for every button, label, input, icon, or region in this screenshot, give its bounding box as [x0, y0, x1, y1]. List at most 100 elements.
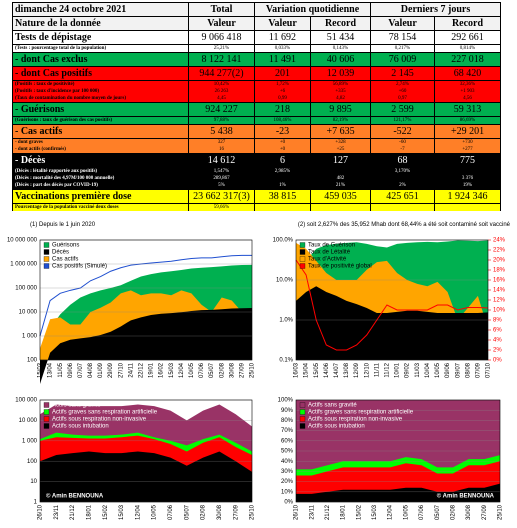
note-label: (Décès : part des décès par COVID-19) — [12, 182, 189, 190]
note-cell: -60 — [370, 138, 436, 146]
x-tick-label: 10/05 — [435, 362, 441, 378]
x-tick-label: 09/06 — [68, 362, 74, 378]
note-cell: 10,42% — [188, 80, 255, 88]
subheader-row: Nature de la donnée Valeur Valeur Record Val… — [12, 16, 502, 31]
y2-tick-label: 22% — [493, 248, 506, 254]
charts: 100 1 000 10 000 100 000 1 000 000 10 000 000… — [7, 238, 506, 520]
cell: 38 815 — [254, 189, 311, 204]
y-tick-label: 10% — [281, 489, 294, 495]
y2-tick-label: 6% — [493, 328, 502, 334]
legend-swatch — [299, 423, 306, 429]
legend-label: Cas positifs (Simulé) — [52, 264, 107, 270]
note-cell: 4,82 — [309, 95, 372, 103]
y-tick-label: 0% — [284, 500, 293, 506]
note-cell: 1,72% — [254, 80, 311, 88]
cell: 12 039 — [309, 66, 372, 81]
x-tick-label: 12/04 — [135, 504, 141, 520]
x-tick-label: 27/09 — [239, 362, 245, 378]
x-tick-label: 30/08 — [229, 362, 235, 378]
x-tick-label: 16/03 — [294, 362, 300, 378]
x-tick-label: 05/07 — [209, 362, 215, 378]
y-tick-label: 100 000 — [15, 398, 37, 404]
column-header: Valeur — [370, 16, 436, 31]
legend-swatch — [43, 263, 50, 269]
legend-label: Taux d'Activité — [308, 257, 347, 263]
note-row: (Décès : part des décès par COVID-19) 5% 1… — [12, 182, 502, 190]
cell: 11 491 — [254, 52, 311, 67]
row-label: - dont Cas positifs — [12, 66, 189, 81]
column-group: Variation quotidienne — [253, 2, 372, 17]
x-tick-label: 11/12 — [385, 362, 391, 377]
x-tick-label: 30/08 — [466, 504, 472, 520]
y-tick-label: 10 — [30, 479, 37, 485]
plot-frame — [295, 399, 501, 503]
cell: 5 438 — [188, 124, 255, 139]
x-tick-label: 23/11 — [309, 504, 315, 519]
x-tick-label: 05/07 — [435, 504, 441, 520]
column-header: Valeur — [254, 16, 311, 31]
note-label: Pourcentage de la population vacciné deu… — [12, 203, 189, 211]
note-cell: 0,217% — [370, 44, 436, 53]
note-cell: +25 — [309, 146, 372, 154]
cell: 924 227 — [188, 102, 255, 117]
legend-swatch — [299, 249, 306, 255]
y2-tick-label: 18% — [493, 268, 506, 274]
cell: 218 — [254, 102, 311, 117]
legend-swatch — [299, 242, 306, 248]
cell: -522 — [370, 124, 436, 139]
legend-swatch — [43, 256, 50, 262]
x-tick-label: 10/05 — [403, 504, 409, 520]
y-tick-label: 80% — [281, 418, 294, 424]
cell: 40 606 — [309, 52, 372, 67]
note-cell: +1 903 — [434, 88, 502, 95]
y-tick-label: 100% — [278, 398, 294, 404]
legend-label: Actifs sous respiration non-invasive — [52, 417, 147, 423]
x-tick-label: 14/07 — [334, 362, 340, 378]
x-tick-label: 12/10 — [364, 362, 370, 378]
column-header: Nature de la donnée — [12, 16, 189, 31]
legend-swatch — [43, 402, 50, 408]
note-cell: +60 — [370, 88, 436, 95]
x-tick-label: 29/09 — [108, 362, 114, 378]
cell: 227 018 — [434, 52, 502, 67]
note-label: - dont graves — [12, 138, 189, 146]
y-tick-label: 1 — [34, 500, 38, 506]
x-tick-label: 09/07 — [455, 362, 461, 378]
note-cell: 5% — [188, 182, 255, 190]
table-title: dimanche 24 octobre 2021 — [12, 2, 189, 17]
note-row: (Guérisons : taux de guérison des cas po… — [12, 116, 502, 125]
footnotes: (1) Depuis le 1 juin 2020 (2) soit 2,627… — [30, 222, 510, 228]
x-tick-label: 18/01 — [341, 504, 347, 520]
cell: 459 035 — [309, 189, 372, 204]
x-tick-label: 15/03 — [169, 362, 175, 378]
legend-label: Taux de Guérison — [308, 243, 355, 249]
y-tick-label: 100.0% — [273, 238, 294, 244]
x-tick-label: 13/04 — [48, 362, 54, 378]
note-row: (Taux de contamination du nombre moyen d… — [12, 95, 502, 103]
legend-label: Actifs sous intubation — [52, 424, 109, 430]
cell: -23 — [254, 124, 311, 139]
note-cell: 32,36% — [434, 80, 502, 88]
x-tick-label: 24/11 — [128, 362, 134, 377]
note-cell: 327 — [188, 138, 255, 146]
x-tick-label: 15/03 — [119, 504, 125, 520]
note-cell: 2,74% — [370, 80, 436, 88]
note-cell: 4,45 — [188, 95, 255, 103]
note-cell: 0,97 — [370, 95, 436, 103]
cell: 11 692 — [254, 30, 311, 45]
cell: 775 — [434, 153, 502, 168]
note-row: (Positifs : taux d'incidence par 100 000… — [12, 88, 502, 95]
legend-label: Taux de positivité global — [308, 264, 372, 270]
x-tick-label: 22/12 — [139, 362, 145, 378]
x-tick-label: 02/08 — [201, 504, 207, 520]
note-cell: +277 — [434, 146, 502, 154]
column-header: Valeur — [188, 16, 255, 31]
note-cell: +0 — [254, 138, 311, 146]
y-tick-label: 10 000 — [19, 310, 38, 316]
x-tick-label: 10/05 — [152, 504, 158, 520]
legend-label: Actifs sans gravité — [308, 403, 357, 409]
y-tick-label: 10 000 000 — [7, 238, 38, 244]
row-label: Tests de dépistage — [12, 30, 189, 45]
y-tick-label: 40% — [281, 459, 294, 465]
y2-tick-label: 16% — [493, 278, 506, 284]
